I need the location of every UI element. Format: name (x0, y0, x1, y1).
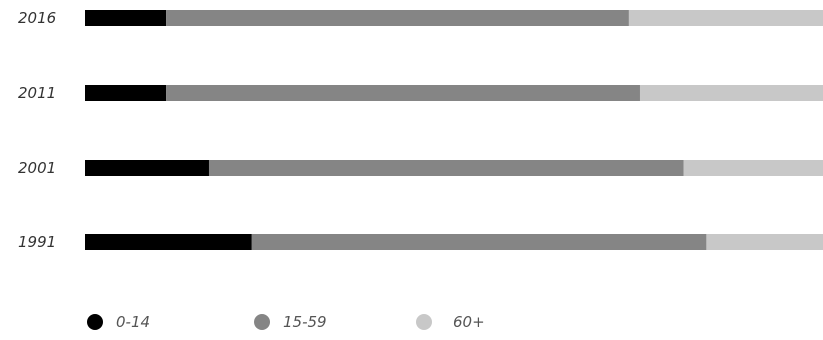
bar-2011-15-59 (166, 85, 640, 101)
legend-label-0-14: 0-14 (116, 313, 150, 331)
legend-label-15-59: 15-59 (283, 313, 327, 331)
legend: 0-14 15-59 60+ (87, 313, 485, 331)
tick-label-2001: 2001 (18, 159, 56, 177)
legend-marker-60+ (416, 314, 432, 330)
bar-2016-15-59 (166, 10, 629, 26)
legend-label-60+: 60+ (453, 313, 485, 331)
bar-1991-15-59 (251, 234, 707, 250)
legend-marker-15-59 (254, 314, 270, 330)
legend-marker-0-14 (87, 314, 103, 330)
bar-1991-0-14 (85, 234, 252, 250)
bar-2016-60+ (628, 10, 823, 26)
bar-2011-60+ (639, 85, 823, 101)
bar-2016-0-14 (85, 10, 167, 26)
bar-2001-60+ (683, 160, 823, 176)
bar-1991-60+ (706, 234, 823, 250)
tick-label-2011: 2011 (18, 84, 56, 102)
bars-group (85, 10, 823, 250)
category-labels: 2016 2011 2001 1991 (18, 9, 56, 251)
tick-label-1991: 1991 (18, 233, 56, 251)
tick-label-2016: 2016 (18, 9, 56, 27)
bar-2001-15-59 (208, 160, 684, 176)
bar-2001-0-14 (85, 160, 209, 176)
bar-2011-0-14 (85, 85, 167, 101)
